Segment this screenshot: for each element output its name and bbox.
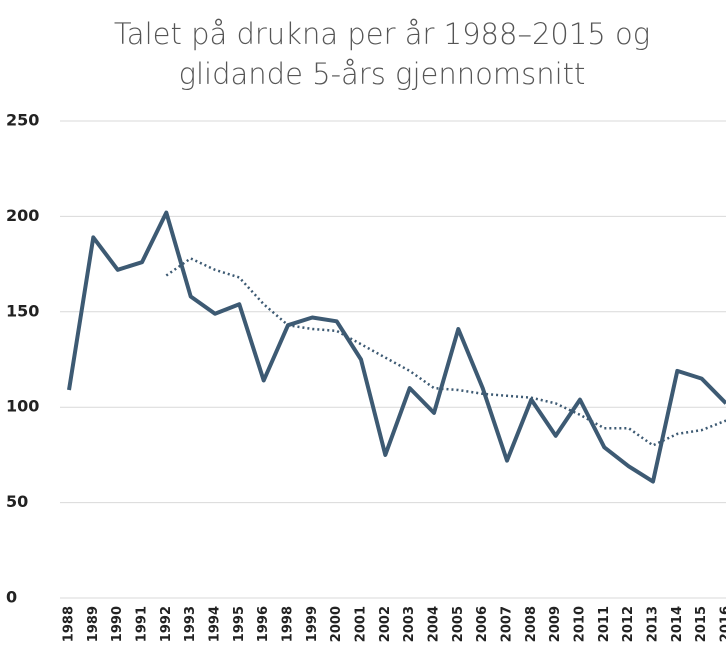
x-tick-label: 2011 xyxy=(597,606,612,642)
x-tick-label: 1998 xyxy=(281,606,296,642)
x-tick-label: 2012 xyxy=(621,606,636,642)
x-tick-label: 1992 xyxy=(159,606,174,642)
x-tick-label: 2002 xyxy=(378,606,393,642)
x-tick-label: 2013 xyxy=(646,606,661,642)
x-tick-label: 1989 xyxy=(86,606,101,642)
x-tick-label: 2014 xyxy=(670,606,685,642)
x-tick-label: 1991 xyxy=(135,606,150,642)
x-tick-label: 1999 xyxy=(305,606,320,642)
y-tick-label: 0 xyxy=(6,588,17,607)
x-tick-label: 2006 xyxy=(475,606,490,642)
x-tick-label: 2004 xyxy=(427,606,442,642)
x-tick-label: 2015 xyxy=(694,606,709,642)
x-tick-label: 2007 xyxy=(500,606,515,642)
x-tick-label: 1993 xyxy=(183,606,198,642)
x-tick-label: 1990 xyxy=(110,606,125,642)
x-tick-label: 2003 xyxy=(402,606,417,642)
chart-title: glidande 5-års gjennomsnitt xyxy=(179,57,586,91)
chart-title: Talet på drukna per år 1988–2015 og xyxy=(114,17,650,51)
y-tick-label: 200 xyxy=(6,206,39,225)
x-tick-label: 2009 xyxy=(548,606,563,642)
x-tick-label: 1988 xyxy=(62,606,77,642)
data-line xyxy=(67,210,726,484)
y-tick-label: 50 xyxy=(6,492,28,511)
x-tick-label: 2008 xyxy=(524,606,539,642)
x-tick-label: 2005 xyxy=(451,606,466,642)
x-tick-label: 2016 xyxy=(719,606,726,642)
moving-average-line xyxy=(165,257,726,447)
x-tick-label: 2010 xyxy=(573,606,588,642)
y-tick-label: 100 xyxy=(6,397,39,416)
x-tick-label: 2001 xyxy=(354,606,369,642)
y-tick-label: 150 xyxy=(6,301,39,320)
x-tick-label: 1995 xyxy=(232,606,247,642)
y-tick-label: 250 xyxy=(6,111,39,130)
x-tick-label: 2000 xyxy=(329,606,344,642)
x-tick-label: 1996 xyxy=(256,606,271,642)
x-tick-label: 1994 xyxy=(208,606,223,642)
